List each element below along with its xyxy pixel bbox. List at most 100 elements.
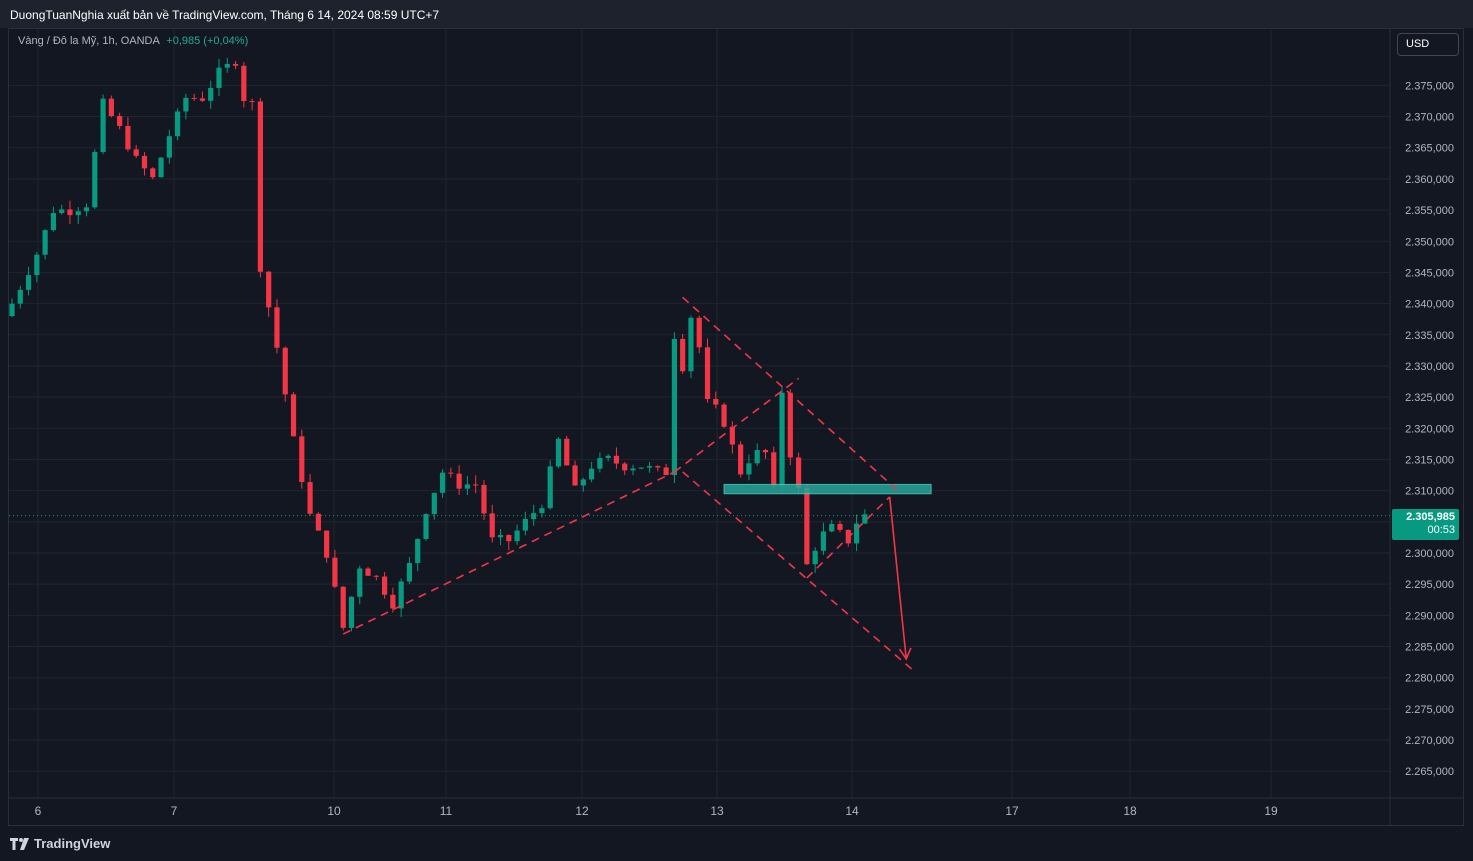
candle-body <box>274 307 280 348</box>
candle-body <box>34 254 40 276</box>
candle-body <box>564 438 570 466</box>
candle-body <box>348 596 355 628</box>
price-tick-label: 2.370,000 <box>1405 112 1454 124</box>
candle-body <box>249 101 255 103</box>
candle-body <box>398 581 404 609</box>
candle-body <box>497 535 504 538</box>
trend-line-dashed <box>806 496 891 579</box>
candle-body <box>605 455 611 459</box>
candle-body <box>133 149 139 156</box>
candle-body <box>580 479 586 486</box>
arrow-head <box>898 647 912 661</box>
candle-body <box>630 468 636 471</box>
candle-body <box>555 438 562 467</box>
candle-body <box>597 458 603 469</box>
candle-body <box>613 455 620 464</box>
price-tick-label: 2.335,000 <box>1405 330 1454 342</box>
time-tick-label: 17 <box>1005 804 1019 818</box>
candle-body <box>547 466 553 509</box>
symbol-legend: Vàng / Đô la Mỹ, 1h, OANDA +0,985 (+0,04… <box>18 35 248 47</box>
candle-body <box>779 392 785 486</box>
price-tick-label: 2.360,000 <box>1405 174 1454 186</box>
candle-body <box>315 513 321 531</box>
candle-body <box>638 467 644 469</box>
candle-body <box>787 392 793 458</box>
candle-body <box>100 98 106 153</box>
candle-body <box>117 116 123 126</box>
candle-body <box>729 426 735 445</box>
time-tick-label: 12 <box>575 804 589 818</box>
price-tick-label: 2.345,000 <box>1405 267 1454 279</box>
chart-frame[interactable] <box>8 28 1464 826</box>
price-tick-label: 2.365,000 <box>1405 143 1454 155</box>
publisher-caption: DuongTuanNghia xuất bản về TradingView.c… <box>10 8 440 22</box>
price-tick-label: 2.290,000 <box>1405 610 1454 622</box>
candle-body <box>762 449 769 453</box>
bottom-bar <box>0 826 1473 861</box>
candle-body <box>456 473 462 489</box>
price-tick-label: 2.285,000 <box>1405 642 1454 654</box>
trend-line-dashed <box>682 296 899 492</box>
forecast-arrow <box>888 496 908 660</box>
time-tick-label: 6 <box>35 804 42 818</box>
candle-body <box>754 449 760 464</box>
time-tick-label: 7 <box>171 804 178 818</box>
price-tick-label: 2.350,000 <box>1405 236 1454 248</box>
price-tick-label: 2.280,000 <box>1405 673 1454 685</box>
last-price-value: 2.305,985 <box>1406 511 1455 523</box>
currency-button[interactable]: USD <box>1397 33 1459 56</box>
price-tick-label: 2.355,000 <box>1405 205 1454 217</box>
candle-body <box>713 399 719 405</box>
candle-body <box>25 275 32 290</box>
candle-body <box>514 530 520 542</box>
candle-body <box>481 484 487 514</box>
tradingview-logo-icon <box>10 837 29 850</box>
candle-body <box>299 436 305 483</box>
last-price-tag: 2.305,985 00:53 <box>1392 509 1459 540</box>
price-tick-label: 2.340,000 <box>1405 299 1454 311</box>
bar-countdown: 00:53 <box>1427 524 1455 536</box>
candle-body <box>738 444 744 475</box>
candle-body <box>539 508 545 514</box>
price-tick-label: 2.330,000 <box>1405 361 1454 373</box>
price-tick-label: 2.375,000 <box>1405 80 1454 92</box>
candle-body <box>415 538 421 564</box>
candle-body <box>199 98 206 101</box>
price-tick-label: 2.310,000 <box>1405 486 1454 498</box>
price-tick-label: 2.320,000 <box>1405 423 1454 435</box>
candle-body <box>721 404 727 427</box>
candle-body <box>67 209 73 216</box>
candle-body <box>522 519 528 531</box>
time-tick-label: 11 <box>440 804 453 818</box>
candles <box>9 57 868 632</box>
tradingview-logo[interactable]: TradingView <box>10 836 110 851</box>
candle-body <box>307 482 313 514</box>
tradingview-wordmark: TradingView <box>34 836 111 851</box>
grid-lines <box>9 29 1390 798</box>
price-tick-label: 2.265,000 <box>1405 766 1454 778</box>
resistance-zone <box>723 483 932 495</box>
price-tick-label: 2.275,000 <box>1405 704 1454 716</box>
candle-body <box>771 452 777 486</box>
candle-body <box>9 303 15 317</box>
candle-body <box>382 576 388 595</box>
candle-body <box>83 207 90 212</box>
time-tick-label: 18 <box>1123 804 1137 818</box>
price-tick-label: 2.300,000 <box>1405 548 1454 560</box>
candle-body <box>191 97 197 99</box>
candle-body <box>158 157 164 178</box>
candle-body <box>324 530 330 558</box>
candle-body <box>423 514 429 539</box>
candle-body <box>175 111 181 137</box>
candle-body <box>837 523 843 530</box>
candle-body <box>75 211 81 216</box>
candle-body <box>696 317 702 348</box>
time-tick-label: 14 <box>845 804 859 818</box>
candle-body <box>439 472 446 493</box>
candle-body <box>572 465 578 486</box>
candle-body <box>357 568 363 597</box>
candle-body <box>365 568 371 576</box>
candle-body <box>166 136 172 158</box>
candle-body <box>59 209 65 214</box>
